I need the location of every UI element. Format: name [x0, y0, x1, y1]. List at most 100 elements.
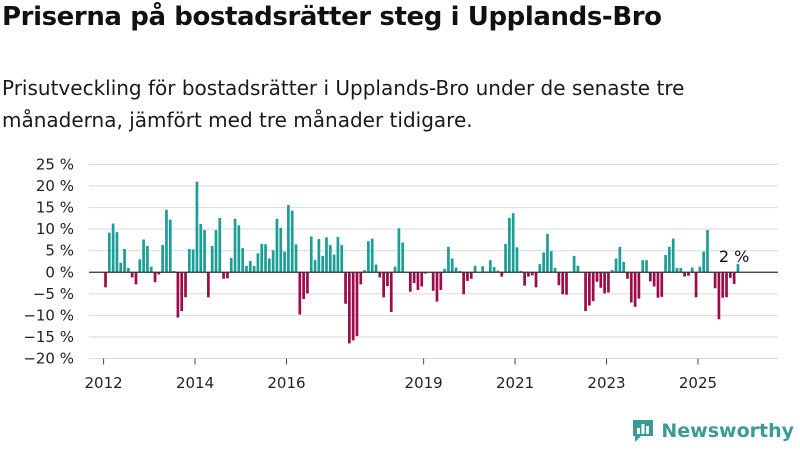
bar	[614, 258, 618, 273]
bar	[218, 217, 222, 273]
bar	[149, 266, 153, 273]
bar	[572, 255, 576, 273]
chart-title: Priserna på bostadsrätter steg i Uppland…	[2, 2, 662, 32]
x-tick-label: 2023	[587, 374, 625, 392]
bar	[328, 245, 332, 273]
x-tick-label: 2025	[679, 374, 717, 392]
y-tick-label: −20 %	[23, 350, 74, 368]
bar	[435, 272, 439, 302]
bar	[355, 272, 359, 337]
bar	[309, 236, 313, 273]
bar	[256, 253, 260, 273]
x-tick-label: 2021	[496, 374, 534, 392]
bar	[104, 272, 107, 288]
bar	[294, 244, 298, 273]
bar	[359, 272, 363, 285]
bar	[515, 247, 519, 273]
y-tick-label: 15 %	[36, 199, 74, 217]
bar	[260, 243, 264, 273]
bar	[622, 261, 626, 273]
newsworthy-logo-icon	[633, 420, 654, 442]
bar	[370, 238, 374, 273]
bar	[207, 272, 210, 298]
bar	[725, 272, 728, 298]
bar	[367, 241, 370, 273]
bar	[237, 225, 241, 273]
bar	[138, 259, 142, 273]
bar	[382, 272, 385, 298]
bar	[439, 272, 443, 290]
y-tick-label: −15 %	[23, 328, 74, 346]
bar	[641, 260, 645, 273]
bar	[248, 261, 252, 273]
bar	[549, 251, 553, 273]
bar	[721, 272, 725, 298]
bar	[233, 218, 237, 273]
bar	[694, 272, 698, 298]
bar	[332, 254, 336, 273]
grid-layer	[89, 164, 778, 359]
bar	[127, 267, 130, 273]
bar	[229, 258, 233, 273]
bar	[344, 272, 347, 304]
bar	[153, 272, 157, 283]
bar	[275, 218, 279, 273]
bar	[458, 270, 462, 273]
bar	[588, 272, 591, 306]
label-layer: −20 % −15 % −10 % −5 % 0 % 5 % 10 % 15 % 20 % 25 …	[23, 156, 749, 393]
bar	[671, 238, 675, 273]
bar	[469, 272, 473, 279]
bar	[378, 272, 382, 278]
bar	[348, 272, 351, 344]
bar	[500, 272, 504, 277]
bar	[527, 272, 530, 277]
bar	[565, 272, 568, 295]
bar	[401, 242, 405, 273]
bar	[245, 265, 248, 273]
bar	[698, 266, 702, 273]
bar	[180, 272, 184, 312]
bar	[660, 272, 664, 297]
bar-layer	[104, 181, 740, 344]
bar	[626, 272, 629, 279]
bar	[447, 246, 450, 273]
bar	[637, 272, 641, 299]
bar	[496, 270, 500, 273]
bar	[645, 260, 648, 273]
x-tick-label: 2012	[85, 374, 123, 392]
brand-name: Newsworthy	[661, 420, 794, 442]
bar	[290, 210, 294, 273]
bar	[302, 272, 305, 300]
bar	[610, 270, 614, 273]
bar	[222, 272, 225, 279]
bar	[306, 272, 309, 294]
bar	[664, 255, 667, 273]
y-tick-label: 0 %	[45, 263, 74, 281]
bar	[454, 267, 458, 273]
bar	[576, 265, 580, 273]
bar	[668, 246, 671, 273]
bar	[142, 239, 145, 273]
bar	[130, 272, 134, 278]
x-tick-label: 2014	[176, 374, 214, 392]
bar	[690, 267, 694, 273]
bar	[363, 270, 366, 273]
bar	[389, 272, 393, 312]
bar	[530, 272, 534, 276]
bar	[393, 266, 397, 273]
bar	[702, 251, 706, 273]
bar	[652, 272, 656, 287]
bar	[283, 251, 286, 273]
bar	[603, 272, 606, 294]
bar	[203, 230, 206, 273]
chart-subtitle: Prisutveckling för bostadsrätter i Uppla…	[2, 76, 685, 132]
bar	[271, 250, 275, 273]
y-tick-label: 5 %	[45, 242, 74, 260]
bar	[123, 249, 126, 273]
bar	[146, 245, 149, 273]
bar	[584, 272, 587, 312]
bar	[416, 272, 420, 290]
bar	[340, 245, 344, 273]
bar	[492, 267, 496, 273]
bar	[226, 272, 229, 279]
